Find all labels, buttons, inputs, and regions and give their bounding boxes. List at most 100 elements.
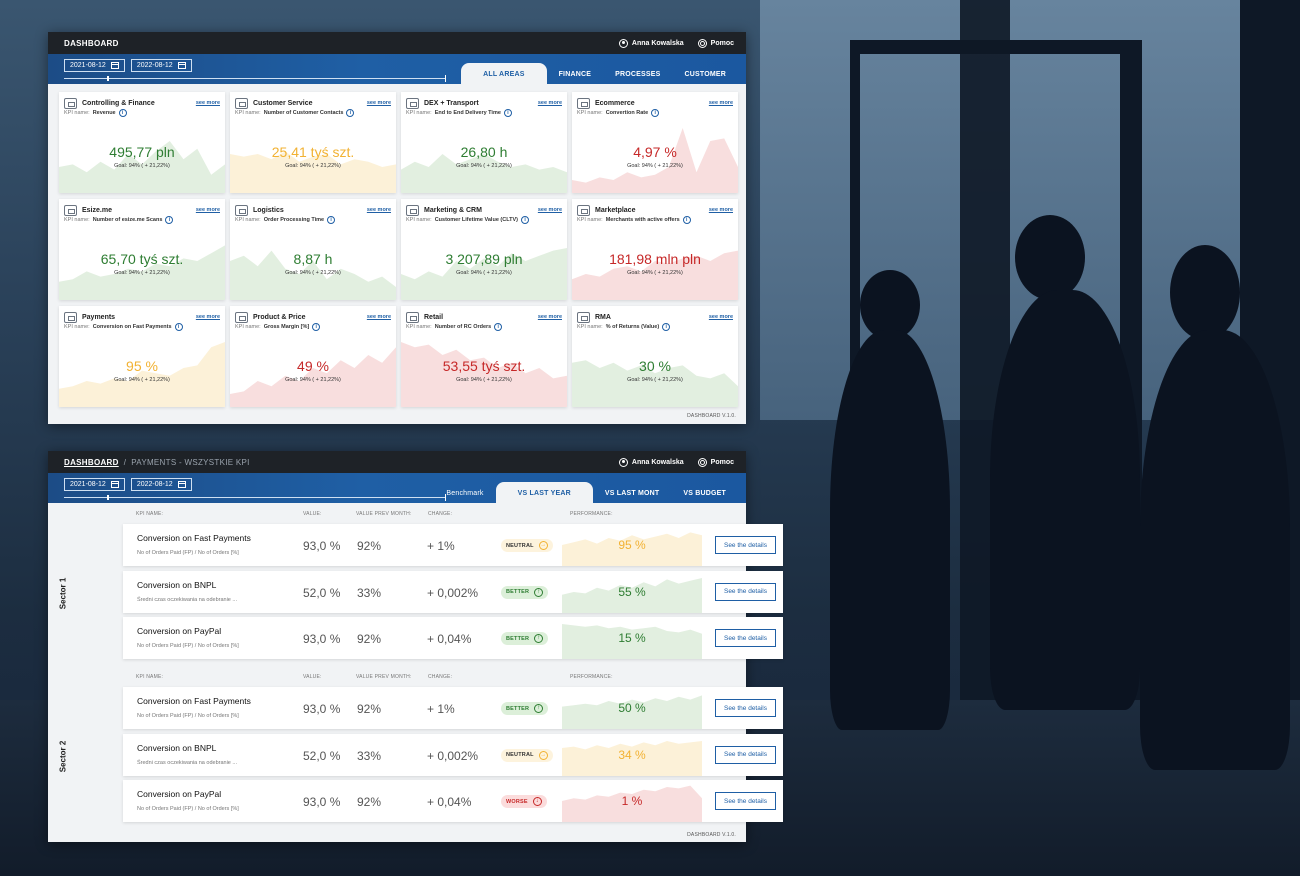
info-icon[interactable]: i <box>312 323 321 331</box>
kpi-card[interactable]: Marketing & CRM see more KPI name: Customer… <box>401 199 567 300</box>
see-more-link[interactable]: see more <box>537 207 562 213</box>
kpi-card[interactable]: Retail see more KPI name: Number of RC Orde… <box>401 306 567 407</box>
kpi-card-header: Retail see more <box>401 306 567 323</box>
tab-benchmark[interactable]: Benchmark <box>446 490 484 497</box>
date-from-field[interactable]: 2021-08-12 <box>64 478 125 491</box>
kpi-card[interactable]: Esize.me see more KPI name: Number of esize… <box>59 199 225 300</box>
sector-name: Sector 1 <box>58 577 68 609</box>
kpi-card-header: Ecommerce see more <box>572 92 738 109</box>
see-more-link[interactable]: see more <box>366 100 391 106</box>
kpi-card-title: Payments <box>82 313 116 321</box>
info-icon[interactable]: i <box>346 109 355 117</box>
kpi-card[interactable]: Logistics see more KPI name: Order Processi… <box>230 199 396 300</box>
date-from-field[interactable]: 2021-08-12 <box>64 59 125 72</box>
brand-title[interactable]: DASHBOARD <box>64 38 119 48</box>
kpi-name-value: Customer Lifetime Value (CLTV) <box>434 217 519 223</box>
tab-customer[interactable]: CUSTOMER <box>684 71 726 78</box>
kpi-name-value: End to End Delivery Time <box>434 110 501 116</box>
kpi-card[interactable]: Ecommerce see more KPI name: Convertion Rat… <box>572 92 738 193</box>
kpi-card[interactable]: RMA see more KPI name:% of Returns (Value)… <box>572 306 738 407</box>
help-menu[interactable]: Pomoc <box>697 457 734 467</box>
see-more-link[interactable]: see more <box>366 207 391 213</box>
kpi-row-change: + 0,04% <box>427 795 472 809</box>
slider-handle[interactable] <box>107 76 109 81</box>
info-icon[interactable]: i <box>682 216 691 224</box>
see-more-link[interactable]: see more <box>195 207 220 213</box>
see-details-button[interactable]: See the details <box>715 536 776 554</box>
kpi-name-label: KPI name: <box>64 110 90 116</box>
kpi-card-title: Marketing & CRM <box>424 206 482 214</box>
info-icon[interactable]: i <box>327 216 336 224</box>
kpi-card[interactable]: DEX + Transport see more KPI name: End to E… <box>401 92 567 193</box>
see-more-link[interactable]: see more <box>537 314 562 320</box>
see-more-link[interactable]: see more <box>366 314 391 320</box>
see-details-button[interactable]: See the details <box>715 582 776 601</box>
see-details-button[interactable]: See the details <box>715 629 776 647</box>
kpi-card[interactable]: Controlling & Finance see more KPI name: Re… <box>59 92 225 193</box>
slider-handle[interactable] <box>107 495 109 500</box>
see-details-button[interactable]: See the details <box>715 699 776 717</box>
kpi-row-name[interactable]: Conversion on PayPal <box>137 789 222 799</box>
tab-finance[interactable]: FINANCE <box>558 71 592 78</box>
kpi-card-header: RMA see more <box>572 306 738 323</box>
tab-all-areas[interactable]: ALL AREAS <box>461 63 547 84</box>
info-icon[interactable]: i <box>662 323 671 331</box>
help-menu[interactable]: Pomoc <box>697 38 734 48</box>
arrow-up-icon: ↑ <box>534 587 544 597</box>
kpi-row-name[interactable]: Conversion on BNPL <box>137 742 217 753</box>
slider-end[interactable] <box>445 494 446 501</box>
sector-name: Sector 2 <box>58 740 68 772</box>
see-details-button[interactable]: See the details <box>715 792 776 810</box>
help-icon <box>697 457 707 467</box>
tab-vs-last-year[interactable]: VS LAST YEAR <box>495 482 593 503</box>
kpi-row-name[interactable]: Conversion on Fast Payments <box>137 696 251 706</box>
kpi-card[interactable]: Payments see more KPI name: Conversion on F… <box>59 306 225 407</box>
column-header-kpi: KPI NAME: <box>136 674 164 680</box>
kpi-row-change: + 0,002% <box>427 748 479 763</box>
see-details-button[interactable]: See the details <box>715 745 776 764</box>
kpi-card-title: Product & Price <box>253 313 306 321</box>
info-icon[interactable]: i <box>494 323 503 331</box>
kpi-row: Conversion on PayPal No of Orders Paid (F… <box>123 617 783 659</box>
shop-icon <box>406 311 419 323</box>
kpi-row: Conversion on BNPL Średni czas oczekiwani… <box>123 733 783 776</box>
info-icon[interactable]: i <box>165 216 174 224</box>
tab-vs-budget[interactable]: VS BUDGET <box>683 490 726 497</box>
kpi-card-title: Ecommerce <box>595 99 635 107</box>
kpi-card[interactable]: Marketplace see more KPI name: Merchants wi… <box>572 199 738 300</box>
see-more-link[interactable]: see more <box>537 100 562 106</box>
kpi-row-formula: Średni czas oczekiwania na odebranie ... <box>137 759 237 766</box>
date-range-slider[interactable] <box>64 494 446 501</box>
kpi-card[interactable]: Product & Price see more KPI name: Gross Ma… <box>230 306 396 407</box>
kpi-row-name[interactable]: Conversion on Fast Payments <box>137 533 251 543</box>
performance-value: 55 % <box>618 584 646 599</box>
info-icon[interactable]: i <box>651 109 660 117</box>
see-more-link[interactable]: see more <box>195 100 220 106</box>
tab-vs-last-month[interactable]: VS LAST MONT <box>604 490 660 497</box>
date-to-field[interactable]: 2022-08-12 <box>130 59 192 72</box>
kpi-card-grid: Controlling & Finance see more KPI name: Re… <box>48 84 746 407</box>
info-icon[interactable]: i <box>174 323 183 331</box>
kpi-value: 95 % <box>126 358 158 374</box>
see-more-link[interactable]: see more <box>195 314 220 320</box>
kpi-row-name[interactable]: Conversion on BNPL <box>137 579 217 590</box>
info-icon[interactable]: i <box>521 216 530 224</box>
kpi-row-prev-value: 33% <box>357 585 382 600</box>
breadcrumb-home[interactable]: DASHBOARD <box>64 457 119 467</box>
see-more-link[interactable]: see more <box>708 207 733 213</box>
user-menu[interactable]: Anna Kowalska <box>618 457 684 467</box>
kpi-goal: Goal: 94% ( + 21,22%) <box>285 163 341 169</box>
user-menu[interactable]: Anna Kowalska <box>618 38 684 48</box>
kpi-row-name[interactable]: Conversion on PayPal <box>137 626 222 636</box>
info-icon[interactable]: i <box>118 109 127 117</box>
date-to-field[interactable]: 2022-08-12 <box>130 478 192 491</box>
date-range-slider[interactable] <box>64 75 446 82</box>
slider-end[interactable] <box>445 75 446 82</box>
see-more-link[interactable]: see more <box>708 100 733 106</box>
tab-processes[interactable]: PROCESSES <box>615 71 661 78</box>
kpi-card[interactable]: Customer Service see more KPI name: Number … <box>230 92 396 193</box>
info-icon[interactable]: i <box>503 109 512 117</box>
kpi-row-formula: No of Orders Paid (FP) / No of Orders [%… <box>137 806 239 812</box>
price-tag-icon <box>235 311 248 323</box>
see-more-link[interactable]: see more <box>708 314 733 320</box>
